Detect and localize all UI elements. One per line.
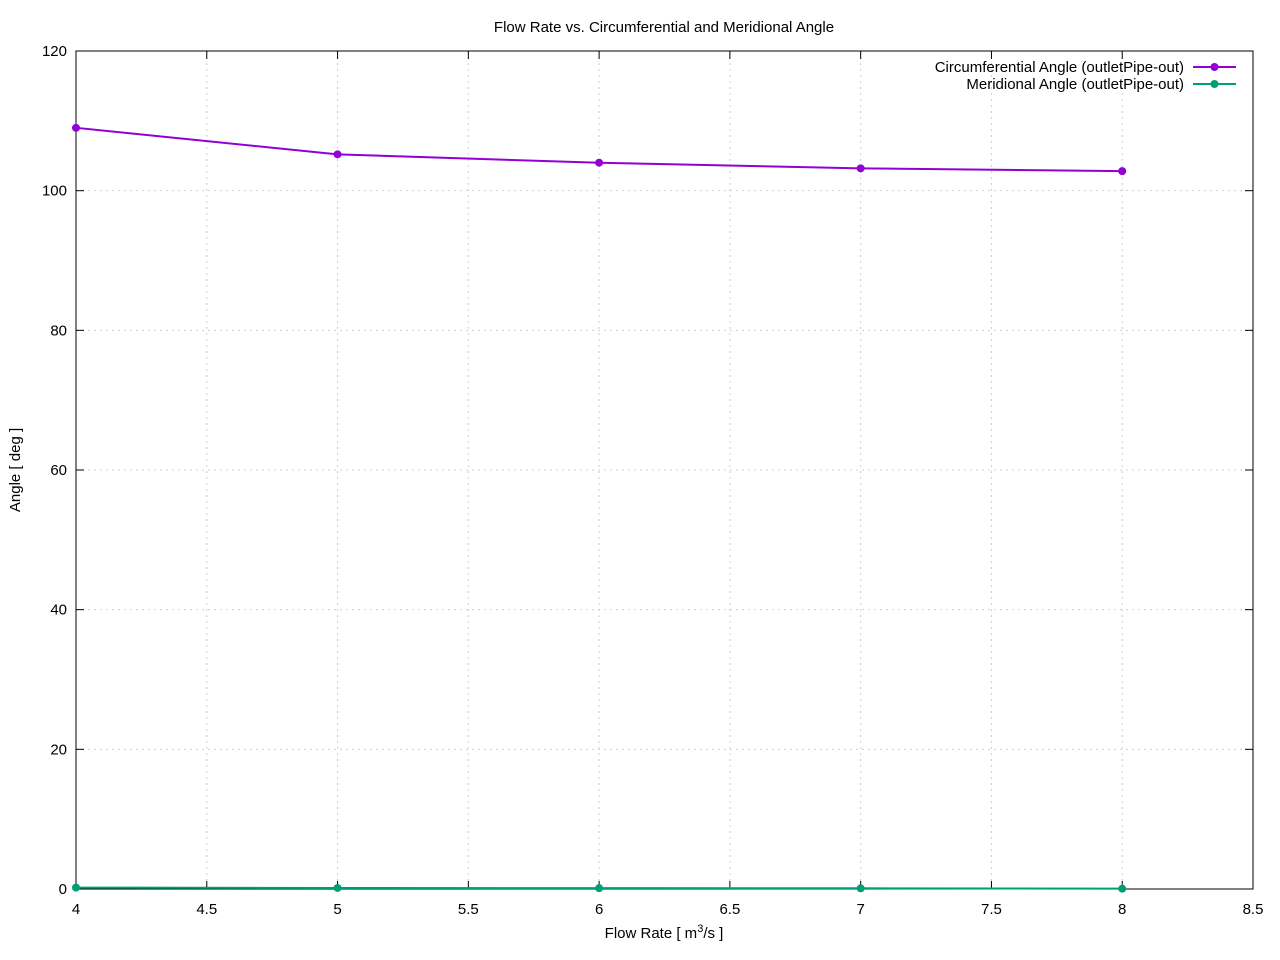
x-tick-label: 7 <box>856 901 864 918</box>
series-1-point <box>1118 884 1127 893</box>
legend: Circumferential Angle (outletPipe-out)Me… <box>935 59 1236 93</box>
x-tick-label: 5.5 <box>458 901 479 918</box>
legend-swatch-point-1 <box>1210 80 1219 88</box>
series-0-point <box>856 164 865 173</box>
y-tick-label: 100 <box>42 183 67 200</box>
x-tick-label: 4 <box>72 901 80 918</box>
series-1-point <box>595 884 604 893</box>
series-1-point <box>72 883 80 892</box>
x-tick-label: 6 <box>595 901 603 918</box>
x-axis-label-sup: 3 <box>697 923 703 935</box>
y-tick-label: 0 <box>59 881 67 898</box>
chart-title: Flow Rate vs. Circumferential and Meridi… <box>494 19 834 36</box>
series-0-point <box>1118 167 1127 176</box>
series-1-point <box>856 884 865 893</box>
y-tick-label: 80 <box>50 322 67 339</box>
axis-ticks: 4 4.5 5 5.5 6 6.5 7 7.5 8 8.5 0 20 40 60 80 100 120 <box>42 43 1263 918</box>
x-tick-label: 8 <box>1118 901 1126 918</box>
y-tick-label: 60 <box>50 462 67 479</box>
x-tick-label: 4.5 <box>196 901 217 918</box>
legend-label-1: Meridional Angle (outletPipe-out) <box>966 76 1184 93</box>
series-0-point <box>72 123 80 132</box>
y-tick-label: 120 <box>42 43 67 60</box>
legend-swatch-point-0 <box>1210 63 1219 71</box>
series-1-point <box>333 883 342 892</box>
y-axis-label: Angle [ deg ] <box>7 428 24 512</box>
series-lines <box>72 123 1127 893</box>
x-tick-label: 8.5 <box>1243 901 1264 918</box>
x-tick-label: 7.5 <box>981 901 1002 918</box>
grid-lines <box>76 51 1253 889</box>
x-tick-label: 6.5 <box>719 901 740 918</box>
series-0-point <box>333 150 342 159</box>
x-axis-label: Flow Rate [ m3/s ] <box>605 923 724 942</box>
x-axis-label-main: Flow Rate [ m <box>605 925 698 942</box>
legend-label-0: Circumferential Angle (outletPipe-out) <box>935 59 1184 76</box>
y-tick-label: 20 <box>50 741 67 758</box>
series-0-point <box>595 158 604 167</box>
y-tick-label: 40 <box>50 602 67 619</box>
x-axis-label-tail: /s ] <box>703 925 723 942</box>
x-tick-label: 5 <box>333 901 341 918</box>
